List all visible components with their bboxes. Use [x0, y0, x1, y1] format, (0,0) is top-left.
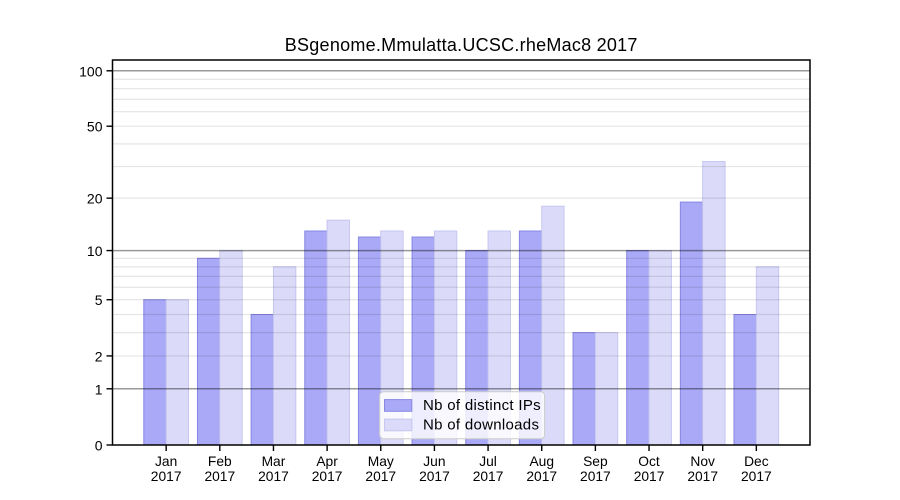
- svg-text:Jun: Jun: [423, 454, 445, 469]
- svg-text:2017: 2017: [312, 469, 343, 484]
- svg-text:2017: 2017: [365, 469, 396, 484]
- svg-text:5: 5: [95, 292, 103, 308]
- svg-text:Feb: Feb: [208, 454, 232, 469]
- svg-text:Aug: Aug: [529, 454, 554, 469]
- svg-text:2017: 2017: [151, 469, 182, 484]
- svg-text:Dec: Dec: [744, 454, 769, 469]
- svg-text:0: 0: [95, 438, 103, 454]
- svg-text:20: 20: [87, 191, 103, 207]
- svg-text:2017: 2017: [580, 469, 611, 484]
- svg-text:2017: 2017: [741, 469, 772, 484]
- svg-text:Apr: Apr: [316, 454, 338, 469]
- svg-text:Nb of downloads: Nb of downloads: [423, 417, 539, 434]
- svg-text:BSgenome.Mmulatta.UCSC.rheMac8: BSgenome.Mmulatta.UCSC.rheMac8 2017: [285, 35, 638, 55]
- svg-text:2017: 2017: [473, 469, 504, 484]
- svg-text:Nb of distinct IPs: Nb of distinct IPs: [423, 397, 541, 414]
- svg-text:2: 2: [95, 348, 103, 364]
- svg-text:Mar: Mar: [262, 454, 286, 469]
- svg-text:Sep: Sep: [583, 454, 608, 469]
- svg-text:Oct: Oct: [638, 454, 660, 469]
- svg-text:10: 10: [87, 243, 103, 259]
- svg-text:2017: 2017: [634, 469, 665, 484]
- svg-text:Nov: Nov: [690, 454, 715, 469]
- svg-text:2017: 2017: [526, 469, 557, 484]
- svg-text:Jul: Jul: [479, 454, 497, 469]
- svg-text:1: 1: [95, 381, 103, 397]
- svg-text:2017: 2017: [419, 469, 450, 484]
- svg-text:May: May: [368, 454, 394, 469]
- svg-text:50: 50: [87, 119, 103, 135]
- svg-text:100: 100: [79, 63, 103, 79]
- svg-text:2017: 2017: [687, 469, 718, 484]
- svg-text:2017: 2017: [204, 469, 235, 484]
- svg-text:Jan: Jan: [155, 454, 177, 469]
- svg-text:2017: 2017: [258, 469, 289, 484]
